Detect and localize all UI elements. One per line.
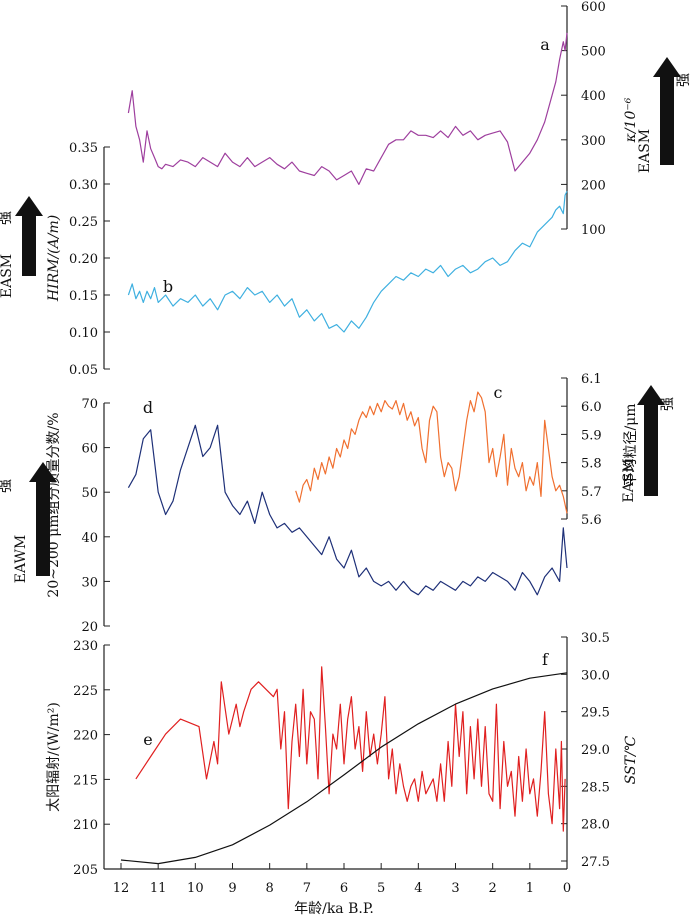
panel-mid-right-tick-label: 5.6 — [581, 513, 602, 528]
panel-mid-left-tick-label: 50 — [81, 486, 98, 501]
x-tick-label: 4 — [414, 881, 422, 896]
x-tick-label: 9 — [228, 881, 236, 896]
panel-top-series-b-letter: b — [163, 277, 173, 296]
panel-bot-right-tick-label: 29.5 — [581, 706, 610, 721]
panel-top-left-tick-label: 0.30 — [69, 178, 98, 193]
x-tick-label: 12 — [113, 881, 130, 896]
panel-top-left-tick-label: 0.15 — [69, 289, 98, 304]
panel-mid-right-tick-label: 5.7 — [581, 485, 602, 500]
panel-bot-right-tick-label: 28.0 — [581, 818, 610, 833]
panel-mid-series-d-line — [127, 424, 568, 596]
panel-mid-right-tick-label: 6.0 — [581, 400, 602, 415]
panel-top-left-indicator-strength: 强 — [0, 211, 14, 225]
panel-bot-left-tick-label: 225 — [73, 684, 98, 699]
x-tick-label: 2 — [489, 881, 497, 896]
panel-top-right-arrow-icon — [653, 57, 681, 77]
panel-top-left-tick-label: 0.25 — [69, 215, 98, 230]
panel-mid-right-axis-label: 平均粒径/μm — [623, 403, 639, 486]
panel-top-left-indicator-text: EASM — [0, 254, 15, 298]
panel-bot-right-tick-label: 30.0 — [581, 668, 610, 683]
panel-mid-right-arrow-icon — [637, 385, 665, 405]
panel-bot-left-tick-label: 205 — [73, 863, 98, 878]
panel-mid-right-tick-label: 5.8 — [581, 457, 602, 472]
panel-bot-right-tick-label: 30.5 — [581, 631, 610, 646]
panel-top-left-arrow-icon — [15, 196, 43, 216]
panel-top-left-tick-label: 0.20 — [69, 252, 98, 267]
panel-mid-series-d-letter: d — [143, 398, 153, 417]
panel-top-right-indicator-text: EASM — [637, 129, 653, 173]
panel-mid-left-indicator-strength: 强 — [0, 479, 14, 493]
panel-mid-left-tick-label: 20 — [81, 620, 98, 635]
panel-bot-series-e-line — [135, 666, 566, 832]
panel-bot-right-tick-label: 28.5 — [581, 780, 610, 795]
panel-mid-series-c-line — [295, 391, 568, 514]
x-tick-label: 1 — [526, 881, 534, 896]
panel-top-right-tick-label: 400 — [581, 89, 606, 104]
panel-mid-left-tick-label: 60 — [81, 442, 98, 457]
x-tick-label: 5 — [377, 881, 385, 896]
panel-top-right-tick-label: 300 — [581, 134, 606, 149]
panel-bot-left-tick-label: 220 — [73, 729, 98, 744]
x-tick-label: 10 — [187, 881, 204, 896]
x-tick-label: 8 — [266, 881, 274, 896]
panel-bot-left-axis-label: 太阳辐射/(W/m²) — [46, 702, 62, 812]
panel-top-left-tick-label: 0.05 — [69, 363, 98, 378]
x-tick-label: 7 — [303, 881, 311, 896]
panel-top-right-tick-label: 600 — [581, 0, 606, 15]
panel-top-right-tick-label: 100 — [581, 223, 606, 238]
panel-top-series-b-line — [127, 191, 568, 333]
panel-mid-left-arrow-icon — [29, 462, 57, 482]
x-tick-label: 0 — [563, 881, 571, 896]
panel-bot-right-axis-label: SST/℃ — [623, 735, 639, 784]
panel-top-left-axis-label: HIRM/(A/m) — [46, 215, 62, 302]
panel-top-right-tick-label: 500 — [581, 45, 606, 60]
panel-top-right-axis-label: κ/10⁻⁶ — [623, 97, 639, 143]
panel-top-series-a-letter: a — [540, 35, 550, 54]
panel-mid-left-arrow-shaft — [36, 482, 50, 576]
x-axis-label: 年龄/ka B.P. — [294, 901, 374, 917]
x-tick-label: 6 — [340, 881, 348, 896]
panel-mid-right-tick-label: 5.9 — [581, 428, 602, 443]
panel-top-left-tick-label: 0.10 — [69, 326, 98, 341]
panel-bot-right-tick-label: 27.5 — [581, 855, 610, 870]
panel-bot-left-tick-label: 230 — [73, 639, 98, 654]
panel-top-right-tick-label: 200 — [581, 178, 606, 193]
panel-mid-left-tick-label: 70 — [81, 397, 98, 412]
panel-mid-right-indicator-strength: 强 — [660, 397, 676, 411]
panel-top-left-arrow-shaft — [22, 216, 36, 276]
panel-mid-right-arrow-shaft — [644, 405, 658, 496]
panel-mid-right-tick-label: 6.1 — [581, 372, 602, 387]
panel-top-series-a-line — [127, 32, 568, 185]
panel-bot-series-f-letter: f — [542, 650, 549, 669]
x-tick-label: 3 — [451, 881, 459, 896]
panel-top-left-tick-label: 0.35 — [69, 141, 98, 156]
panel-bot-left-tick-label: 210 — [73, 818, 98, 833]
x-tick-label: 11 — [150, 881, 167, 896]
panel-bot-left-tick-label: 215 — [73, 773, 98, 788]
panel-mid-left-tick-label: 40 — [81, 531, 98, 546]
panel-mid-left-tick-label: 30 — [81, 575, 98, 590]
panel-bot-series-e-letter: e — [143, 730, 152, 749]
panel-bot-series-f-line — [120, 672, 568, 865]
panel-mid-right-indicator-text: EASM — [621, 458, 637, 502]
panel-mid-left-indicator-text: EAWM — [13, 535, 29, 584]
panel-top-right-indicator-strength: 强 — [676, 73, 692, 87]
panel-bot-right-tick-label: 29.0 — [581, 743, 610, 758]
panel-top-right-arrow-shaft — [660, 77, 674, 165]
panel-mid-series-c-letter: c — [494, 383, 503, 402]
